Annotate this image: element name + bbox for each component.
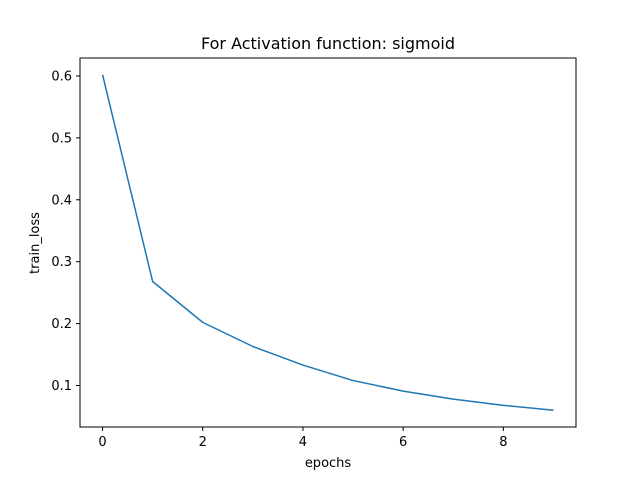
y-tick-label: 0.6 <box>51 69 72 84</box>
x-tick-label: 2 <box>199 435 207 450</box>
x-tick-label: 8 <box>499 435 507 450</box>
plot-area <box>79 57 577 428</box>
axes-frame <box>79 57 577 428</box>
series-line-0 <box>101 74 554 412</box>
x-tick-label: 0 <box>98 435 106 450</box>
y-tick-label: 0.5 <box>51 131 72 146</box>
y-tick-label: 0.4 <box>51 193 72 208</box>
x-axis-label: epochs <box>305 456 352 471</box>
y-axis-ticks: 0.1 0.2 0.3 0.4 0.5 0.6 <box>51 69 80 394</box>
y-tick-label: 0.2 <box>51 317 72 332</box>
x-tick-label: 6 <box>399 435 407 450</box>
y-axis-label: train_loss <box>28 212 43 274</box>
x-axis-ticks: 0 2 4 6 8 <box>98 427 507 450</box>
y-tick-label: 0.3 <box>51 255 72 270</box>
y-tick-label: 0.1 <box>51 379 72 394</box>
x-tick-label: 4 <box>299 435 307 450</box>
chart-title: For Activation function: sigmoid <box>201 34 455 53</box>
